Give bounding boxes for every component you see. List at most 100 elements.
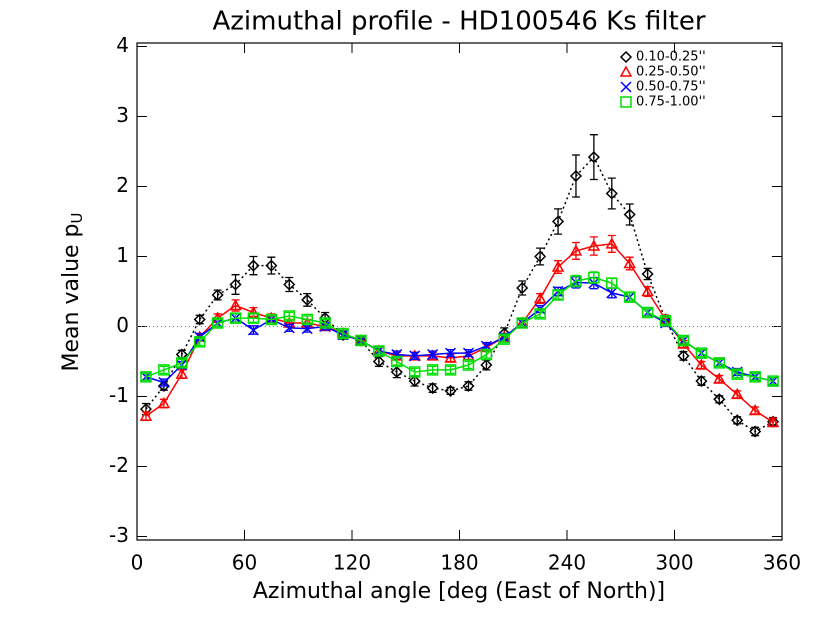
- data-point: [498, 333, 511, 345]
- y-axis-label: Mean value pU: [59, 213, 86, 372]
- error-bar: [643, 308, 652, 317]
- x-tick-label: 180: [440, 551, 478, 575]
- data-point: [713, 357, 726, 369]
- data-point: [193, 336, 206, 348]
- data-point: [749, 371, 761, 383]
- y-tick-label: 1: [116, 243, 129, 267]
- legend-marker: [619, 65, 633, 77]
- data-point: [462, 347, 474, 359]
- error-bar: [607, 177, 616, 210]
- error-bar: [374, 346, 383, 356]
- data-point: [570, 275, 582, 287]
- data-point: [605, 237, 619, 249]
- data-point: [390, 365, 403, 379]
- x-tick-label: 300: [655, 551, 693, 575]
- error-bar: [249, 313, 258, 323]
- data-point: [677, 334, 690, 347]
- y-tick-label: 4: [116, 33, 129, 57]
- data-point: [139, 409, 153, 421]
- error-bar: [571, 154, 580, 198]
- data-point: [713, 372, 726, 384]
- error-bar: [303, 315, 312, 324]
- data-point: [301, 313, 313, 326]
- data-point: [283, 278, 296, 291]
- data-point: [229, 278, 242, 291]
- x-tick-label: 240: [548, 551, 586, 575]
- data-point: [319, 317, 331, 329]
- data-point: [480, 358, 493, 372]
- error-bar: [661, 316, 670, 326]
- error-bar: [554, 208, 563, 235]
- error-bar: [195, 337, 204, 347]
- data-point: [211, 288, 224, 302]
- data-point: [569, 169, 583, 183]
- data-point: [157, 396, 171, 409]
- legend-marker: [620, 81, 632, 93]
- error-bar: [159, 365, 168, 375]
- y-axis-label-text: Mean value p: [59, 224, 84, 372]
- data-point: [533, 291, 547, 304]
- error-bar: [249, 255, 258, 276]
- data-point: [408, 375, 421, 388]
- data-point: [211, 317, 224, 329]
- error-bar: [607, 277, 616, 289]
- data-point: [372, 355, 385, 368]
- data-point: [623, 208, 636, 221]
- data-point: [641, 267, 654, 281]
- legend-marker: [620, 96, 632, 108]
- data-point: [427, 348, 439, 361]
- error-bar: [679, 336, 688, 345]
- x-tick-label: 60: [232, 551, 257, 575]
- y-tick-label: 2: [116, 173, 129, 197]
- y-tick-label: 0: [116, 313, 129, 337]
- data-point: [695, 347, 708, 359]
- data-point: [158, 364, 170, 376]
- y-tick-label: -1: [109, 383, 129, 407]
- data-point: [408, 366, 421, 378]
- data-point: [355, 334, 367, 347]
- data-point: [445, 347, 457, 359]
- data-point: [409, 350, 421, 362]
- error-bar: [500, 334, 509, 344]
- data-point: [731, 414, 744, 427]
- error-bar: [392, 357, 401, 366]
- error-bar: [482, 350, 491, 359]
- data-point: [444, 384, 457, 397]
- data-point: [730, 387, 744, 400]
- error-bar: [339, 329, 348, 338]
- data-point: [301, 323, 313, 335]
- data-point: [713, 393, 726, 406]
- data-point: [587, 239, 601, 251]
- data-point: [283, 310, 296, 322]
- series-line: [145, 276, 774, 382]
- x-tick-label: 120: [333, 551, 371, 575]
- data-point: [158, 376, 170, 389]
- error-bar: [464, 360, 473, 370]
- data-point: [462, 359, 475, 371]
- data-point: [748, 403, 762, 416]
- data-point: [606, 287, 618, 299]
- data-point: [247, 312, 260, 324]
- x-tick-label: 360: [763, 551, 801, 575]
- data-point: [731, 368, 743, 380]
- y-tick-label: -2: [109, 453, 129, 477]
- data-point: [766, 415, 780, 428]
- data-point: [551, 215, 565, 228]
- legend-text: 0.10-0.25'': [636, 50, 706, 65]
- data-point: [140, 371, 152, 383]
- y-axis-label-subscript: U: [68, 213, 86, 224]
- legend-text: 0.75-1.00'': [636, 95, 706, 110]
- data-point: [534, 250, 547, 263]
- data-point: [462, 379, 475, 393]
- data-point: [749, 425, 762, 438]
- data-point: [605, 187, 618, 200]
- error-bar: [715, 395, 724, 404]
- plot-frame: [136, 42, 783, 541]
- data-point: [641, 284, 654, 297]
- data-point: [695, 375, 708, 388]
- data-point: [444, 351, 457, 363]
- data-point: [301, 293, 314, 306]
- data-point: [516, 281, 529, 295]
- error-bar: [446, 386, 455, 396]
